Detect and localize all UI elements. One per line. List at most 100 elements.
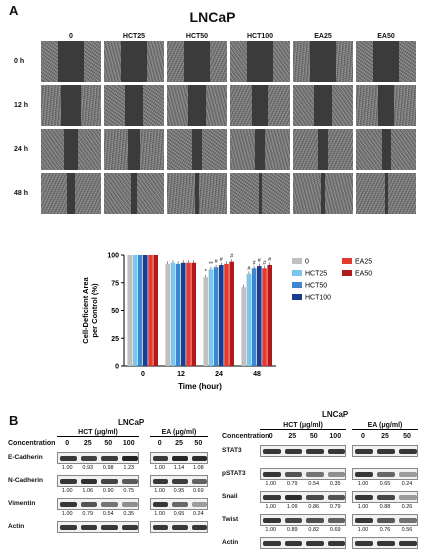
band bbox=[263, 472, 281, 477]
significance-mark: # bbox=[220, 257, 224, 263]
band bbox=[355, 518, 373, 523]
band bbox=[377, 472, 395, 477]
hct-conc-label: 100 bbox=[329, 433, 342, 440]
bar bbox=[170, 262, 176, 366]
band bbox=[263, 541, 281, 546]
band-quant-hct: 0.90 bbox=[102, 488, 114, 494]
band bbox=[399, 518, 417, 523]
band-quant-ea: 0.26 bbox=[401, 504, 413, 510]
column-header: EA50 bbox=[377, 33, 395, 40]
blot-strip-hct bbox=[57, 452, 139, 464]
protein-label: STAT3 bbox=[222, 447, 242, 454]
scratch-micrograph bbox=[41, 41, 101, 82]
scratch-gap bbox=[61, 85, 81, 126]
wound-closure-bar-chart: 0 25 50 75 100 Cell-Deficient Areaper Control… bbox=[81, 253, 372, 392]
scratch-micrograph bbox=[293, 173, 353, 214]
bar bbox=[224, 263, 229, 366]
legend-label: HCT25 bbox=[305, 271, 327, 278]
blot-strip-ea bbox=[352, 537, 418, 549]
band bbox=[327, 472, 345, 477]
band-quant-hct: 0.98 bbox=[102, 465, 114, 471]
blot-strip-hct bbox=[57, 475, 139, 487]
scratch-gap bbox=[381, 129, 391, 170]
band-quant-hct: 0.93 bbox=[82, 465, 94, 471]
band bbox=[80, 479, 97, 484]
column-header: HCT50 bbox=[185, 33, 209, 40]
band bbox=[101, 502, 118, 507]
band-quant-ea: 1.08 bbox=[192, 465, 204, 471]
hct-conc-label: 25 bbox=[83, 440, 92, 447]
legend-label: EA25 bbox=[355, 259, 372, 266]
x-tick-label: 24 bbox=[215, 371, 223, 378]
blot-strip-ea bbox=[150, 521, 208, 533]
band bbox=[60, 479, 77, 484]
band bbox=[284, 449, 302, 454]
band bbox=[327, 495, 345, 500]
bar bbox=[229, 261, 234, 366]
scratch-micrograph bbox=[356, 41, 416, 82]
legend-label: HCT100 bbox=[305, 295, 331, 302]
y-tick-label: 0 bbox=[115, 364, 119, 371]
band-quant-ea: 0.69 bbox=[192, 488, 204, 494]
band bbox=[172, 525, 188, 530]
bar bbox=[181, 262, 186, 366]
panel-a-letter: A bbox=[9, 3, 19, 18]
band bbox=[153, 456, 169, 461]
band-quant-hct: 0.54 bbox=[308, 481, 320, 487]
column-header: HCT100 bbox=[246, 33, 274, 40]
legend-label: 0 bbox=[305, 259, 309, 266]
band-quant-hct: 0.69 bbox=[329, 527, 341, 533]
band bbox=[60, 502, 77, 507]
band bbox=[284, 495, 302, 500]
legend-swatch bbox=[342, 258, 352, 264]
band bbox=[172, 479, 188, 484]
band-quant-hct: 1.00 bbox=[61, 465, 73, 471]
blot-strip-ea bbox=[352, 445, 418, 457]
band-quant-ea: 1.14 bbox=[173, 465, 185, 471]
concentration-label: Concentration bbox=[222, 433, 270, 440]
band bbox=[355, 495, 373, 500]
scratch-gap bbox=[194, 173, 200, 214]
bar bbox=[213, 267, 219, 366]
hct-group-label: HCT (μg/ml) bbox=[260, 422, 346, 430]
scratch-micrograph bbox=[41, 173, 101, 214]
scratch-micrograph bbox=[104, 129, 164, 170]
blot-title: LNCaP bbox=[118, 418, 145, 427]
band bbox=[172, 456, 188, 461]
band bbox=[355, 472, 373, 477]
band-quant-ea: 1.00 bbox=[154, 488, 166, 494]
band-quant-hct: 0.79 bbox=[329, 504, 341, 510]
ea-conc-label: 0 bbox=[361, 433, 365, 440]
significance-mark: # bbox=[247, 266, 251, 272]
blot-strip-ea bbox=[352, 491, 418, 503]
band bbox=[153, 479, 169, 484]
bar bbox=[257, 266, 262, 366]
band bbox=[121, 479, 138, 484]
bar bbox=[127, 255, 132, 366]
band bbox=[263, 495, 281, 500]
band bbox=[377, 518, 395, 523]
band bbox=[101, 525, 118, 530]
band-quant-ea: 0.76 bbox=[379, 527, 391, 533]
bar bbox=[148, 255, 153, 366]
band-quant-hct: 0.79 bbox=[286, 481, 298, 487]
legend-label: EA50 bbox=[355, 271, 372, 278]
scratch-gap bbox=[184, 41, 210, 82]
ea-conc-label: 25 bbox=[175, 440, 183, 447]
band bbox=[191, 502, 207, 507]
band-quant-ea: 1.00 bbox=[154, 511, 166, 517]
scratch-gap bbox=[251, 85, 269, 126]
blot-strip-hct bbox=[260, 537, 346, 549]
scratch-gap bbox=[67, 173, 75, 214]
scratch-gap bbox=[128, 129, 140, 170]
scratch-gap bbox=[125, 85, 143, 126]
blot-strip-hct bbox=[57, 521, 139, 533]
band-quant-hct: 1.23 bbox=[123, 465, 135, 471]
band-quant-ea: 1.00 bbox=[357, 481, 369, 487]
band-quant-hct: 0.79 bbox=[82, 511, 94, 517]
significance-mark: # bbox=[215, 259, 219, 265]
band bbox=[399, 472, 417, 477]
band bbox=[306, 449, 324, 454]
scratch-micrograph bbox=[356, 129, 416, 170]
scratch-micrograph bbox=[41, 85, 101, 126]
